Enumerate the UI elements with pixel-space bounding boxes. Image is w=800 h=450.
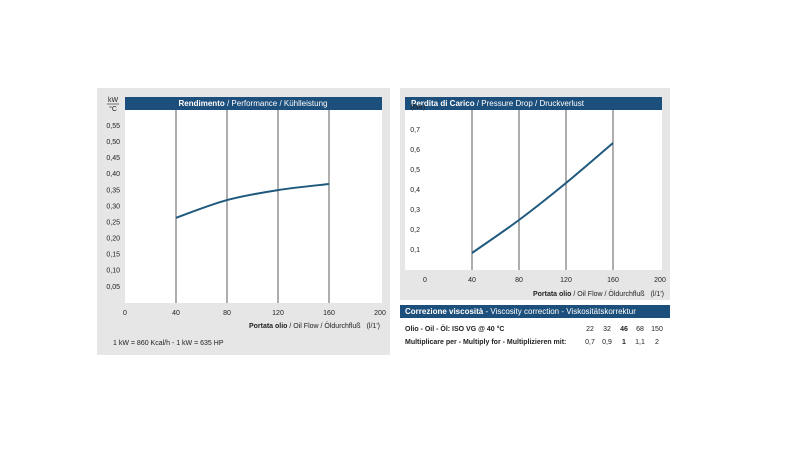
cell: 150 <box>651 326 663 333</box>
plot-area <box>405 110 662 270</box>
y-tick-label: 0,1 <box>410 247 420 254</box>
y-label: (bar) <box>411 104 426 111</box>
y-tick-label: 0,40 <box>106 171 120 178</box>
chart-title: Rendimento / Performance / Kühlleistung <box>179 99 328 108</box>
xlabel-bold: Portata olio <box>533 291 572 298</box>
title-bold: Perdita di Carico <box>411 99 475 108</box>
cell: 46 <box>620 326 628 333</box>
row-label: Olio - Oil - Öl: ISO VG @ 40 °C <box>405 324 504 333</box>
x-label: Portata olio / Oil Flow / Öldurchfluß (l/… <box>533 290 664 298</box>
x-tick-label: 120 <box>272 310 284 317</box>
y-tick-label: 0,45 <box>106 155 120 162</box>
table-title-rest: - Viscosity correction - Viskositätskorr… <box>483 307 636 316</box>
row-label: Multiplicare per - Multiply for - Multip… <box>405 339 566 346</box>
table-title: Correzione viscosità - Viscosity correct… <box>405 307 636 316</box>
y-tick-label: 0,3 <box>410 207 420 214</box>
y-tick-label: 0,30 <box>106 203 120 210</box>
data-line <box>175 182 330 219</box>
cell: 32 <box>603 326 611 333</box>
x-tick-label: 160 <box>607 277 619 284</box>
table: Olio - Oil - Öl: ISO VG @ 40 °C 22 32 46 68 1… <box>405 324 663 346</box>
x-label: Portata olio / Oil Flow / Öldurchfluß (l/… <box>249 322 380 330</box>
y-tick-label: 0,50 <box>106 139 120 146</box>
plot-area <box>125 110 382 303</box>
cell: 1,1 <box>635 339 645 346</box>
header-bar <box>125 97 382 110</box>
title-bold: Rendimento <box>179 99 225 108</box>
y-tick-label: 0,20 <box>106 236 120 243</box>
cell: 0,7 <box>585 339 595 346</box>
x-tick-label: 120 <box>560 277 572 284</box>
y-tick-label: 0,6 <box>410 147 420 154</box>
y-tick-label: 0,55 <box>106 123 120 130</box>
xlabel-rest: / Oil Flow / Öldurchfluß <box>571 290 644 298</box>
y-tick-label: 0,25 <box>106 219 120 226</box>
x-tick-label: 160 <box>323 310 335 317</box>
xlabel-bold: Portata olio <box>249 323 288 330</box>
y-tick-label: 0,05 <box>106 284 120 291</box>
y-tick-label: 0,2 <box>410 227 420 234</box>
chart-title: Perdita di Carico / Pressure Drop / Druc… <box>411 99 585 108</box>
x-tick-label: 80 <box>515 277 523 284</box>
cell: 2 <box>655 339 659 346</box>
cell: 1 <box>622 339 626 346</box>
x-tick-label: 200 <box>374 310 386 317</box>
y-tick-label: 0,7 <box>410 127 420 134</box>
x-unit: (l/1') <box>367 323 380 330</box>
data-line <box>471 142 614 254</box>
y-unit: kW <box>108 97 119 104</box>
cell: 0,9 <box>602 339 612 346</box>
header-bar <box>405 97 662 110</box>
x-tick-label: 80 <box>223 310 231 317</box>
x-tick-label: 200 <box>654 277 666 284</box>
x-tick-label: 40 <box>172 310 180 317</box>
y-unit: °C <box>109 105 117 113</box>
y-tick-label: 0,35 <box>106 187 120 194</box>
y-tick-label: 0,10 <box>106 268 120 275</box>
note: 1 kW = 860 Kcal/h - 1 kW = 635 HP <box>113 340 224 347</box>
x-tick-label: 0 <box>123 310 127 317</box>
title-rest: / Pressure Drop / Druckverlust <box>475 99 585 108</box>
y-tick-label: 0,4 <box>410 187 420 194</box>
x-tick-label: 40 <box>468 277 476 284</box>
cell: 68 <box>636 326 644 333</box>
cell: 22 <box>586 326 594 333</box>
title-rest: / Performance / Kühlleistung <box>225 99 328 108</box>
y-tick-label: 0,15 <box>106 252 120 259</box>
y-tick-label: 0,5 <box>410 167 420 174</box>
table-header <box>400 305 670 318</box>
table-title-bold: Correzione viscosità <box>405 307 484 316</box>
x-tick-label: 0 <box>423 277 427 284</box>
x-unit: (l/1') <box>651 291 664 298</box>
xlabel-rest: / Oil Flow / Öldurchfluß <box>287 322 360 330</box>
